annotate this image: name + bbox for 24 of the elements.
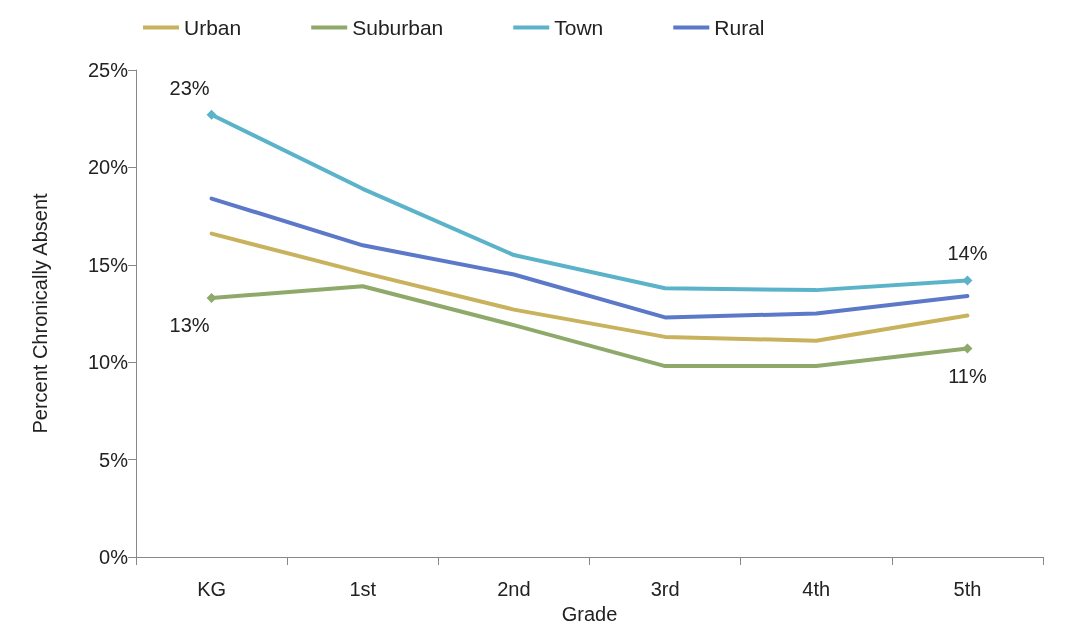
x-tick-label: 2nd xyxy=(497,578,531,600)
y-axis-title: Percent Chronically Absent xyxy=(29,193,51,434)
y-tick-label: 10% xyxy=(87,351,129,374)
y-tick-label: 20% xyxy=(87,156,129,179)
data-label: 13% xyxy=(169,313,210,336)
data-label: 14% xyxy=(947,242,988,265)
y-tick-label: 5% xyxy=(99,448,129,471)
x-axis-title: Grade xyxy=(561,602,618,625)
y-tick-label: 15% xyxy=(87,253,129,276)
y-tick-label: 0% xyxy=(99,546,129,568)
x-tick-label: 4th xyxy=(802,578,831,600)
x-tick-label: 5th xyxy=(953,578,982,600)
legend-label: Town xyxy=(554,16,604,39)
data-label: 11% xyxy=(948,364,987,387)
y-tick-label: 25% xyxy=(87,59,129,81)
legend-label: Suburban xyxy=(352,16,444,39)
point xyxy=(206,292,217,303)
x-tick-label: 3rd xyxy=(650,578,680,600)
legend-label: Rural xyxy=(714,16,765,39)
x-tick-label: 1st xyxy=(349,578,377,600)
data-label: 23% xyxy=(169,76,210,99)
point xyxy=(206,109,217,120)
legend-label: Urban xyxy=(184,16,242,39)
x-tick-label: KG xyxy=(197,578,227,600)
